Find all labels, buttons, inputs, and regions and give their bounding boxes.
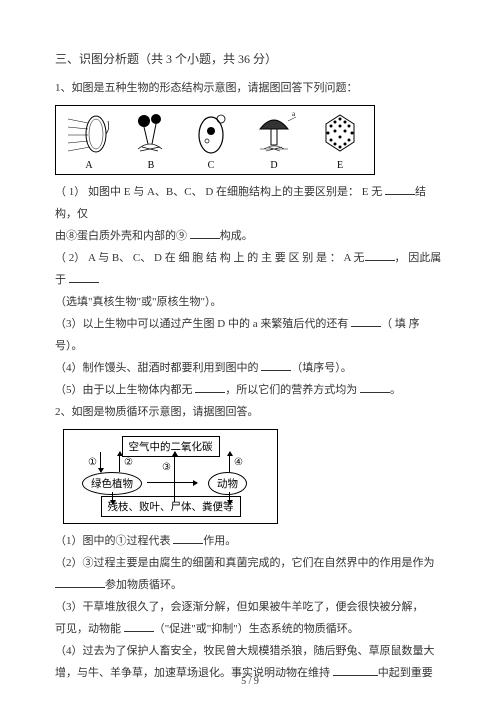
- blank: [195, 381, 225, 393]
- organism-e: E: [318, 109, 362, 171]
- q1-p2-cont: （选填"真核生物"或"原核生物"）。: [55, 291, 445, 313]
- text: （"促进"或"抑制"）生态系统的物质循环。: [154, 623, 359, 635]
- label-a: A: [85, 160, 92, 171]
- q2-p3-cont: 可见，动物能 （"促进"或"抑制"）生态系统的物质循环。: [55, 618, 445, 640]
- text: （ 2） A 与 B、 C、 D 在 细 胞 结 构 上 的 主 要 区 别 是…: [55, 252, 365, 264]
- blank: [261, 359, 291, 371]
- blank: [190, 227, 220, 239]
- q2-p4: （4）过去为了保护人畜安全，牧民曾大规模猎杀狼，随后野兔、草原鼠数量大: [55, 640, 445, 662]
- q2-p3: （3）干草堆放很久了，会逐渐分解，但如果被牛羊吃了，便会很快被分解，: [55, 596, 445, 618]
- text: ，所以它们的营养方式均为: [225, 384, 360, 396]
- bacteria-icon: [68, 109, 110, 159]
- num-1: ①: [88, 457, 97, 468]
- blank: [351, 315, 381, 327]
- yeast-icon: [192, 109, 230, 159]
- text: 构成。: [220, 230, 253, 242]
- arrow-icon: [229, 492, 230, 504]
- text: （填序号）。: [291, 362, 352, 374]
- num-3: ③: [162, 462, 171, 473]
- num-4: ④: [234, 457, 243, 468]
- section-title: 三、识图分析题（共 3 个小题，共 36 分）: [55, 50, 445, 67]
- blank: [173, 532, 203, 544]
- text: 可见，动物能: [55, 623, 124, 635]
- arrow-icon: [147, 482, 197, 483]
- q1-p1: （ 1） 如图中 E 与 A、B、C、 D 在细胞结构上的主要区别是： E 无 …: [55, 181, 445, 225]
- box-remains: 残枝、败叶、尸体、粪便等: [101, 496, 241, 517]
- q2-intro: 2、如图是物质循环示意图，请据图回答。: [55, 401, 445, 423]
- text: （ 1） 如图中 E 与 A、B、C、 D 在细胞结构上的主要区别是： E 无: [55, 186, 385, 198]
- text: （3）以上生物中可以通过产生图 D 中的 a 来繁殖后代的还有: [55, 318, 351, 330]
- num-2: ②: [124, 457, 133, 468]
- arrow-icon: [229, 452, 230, 472]
- blank: [55, 576, 105, 588]
- blank: [360, 381, 390, 393]
- blank: [333, 664, 378, 676]
- page-number: 5 / 9: [0, 676, 500, 687]
- arrow-icon: [112, 492, 113, 504]
- arrow-icon: [119, 452, 120, 472]
- virus-icon: [318, 109, 362, 159]
- label-e: E: [337, 160, 343, 171]
- q2-p2: （2）③过程主要是由腐生的细菌和真菌完成的，它们在自然界中的作用是作为: [55, 552, 445, 574]
- blank: [385, 183, 415, 195]
- box-co2: 空气中的二氧化碳: [122, 436, 220, 457]
- organism-d: a D: [250, 109, 298, 171]
- q2-p1: （1）图中的①过程代表 作用。: [55, 530, 445, 552]
- oval-animals: 动物: [208, 472, 247, 495]
- organism-b: B: [130, 109, 172, 171]
- text: （4）制作馒头、甜酒时都要利用到图中的: [55, 362, 261, 374]
- q2-p2-cont: 参加物质循环。: [55, 574, 445, 596]
- text: （ 填 序: [381, 318, 420, 330]
- organism-c: C: [192, 109, 230, 171]
- q1-p3: （3）以上生物中可以通过产生图 D 中的 a 来繁殖后代的还有 （ 填 序: [55, 313, 445, 335]
- cycle-diagram: 空气中的二氧化碳 绿色植物 动物 残枝、败叶、尸体、粪便等 ① ② ③ ④: [63, 429, 278, 524]
- q1-p4: （4）制作馒头、甜酒时都要利用到图中的 （填序号）。: [55, 357, 445, 379]
- blank: [69, 271, 99, 283]
- organism-a: A: [68, 109, 110, 171]
- blank: [365, 249, 395, 261]
- text: （5）由于以上生物体内都无: [55, 384, 195, 396]
- text: 参加物质循环。: [105, 579, 182, 591]
- text: 由⑧蛋白质外壳和内部的⑨: [55, 230, 190, 242]
- label-b: B: [148, 160, 155, 171]
- q1-intro: 1、如图是五种生物的形态结构示意图，请据图回答下列问题：: [55, 77, 445, 99]
- q1-p1-cont: 由⑧蛋白质外壳和内部的⑨ 构成。: [55, 225, 445, 247]
- blank: [124, 620, 154, 632]
- label-c: C: [208, 160, 215, 171]
- text: 作用。: [203, 535, 236, 547]
- mold-icon: [130, 109, 172, 159]
- q1-p2: （ 2） A 与 B、 C、 D 在 细 胞 结 构 上 的 主 要 区 别 是…: [55, 247, 445, 291]
- q1-p3-cont: 号）。: [55, 335, 445, 357]
- q1-p5: （5）由于以上生物体内都无 ，所以它们的营养方式均为 。: [55, 379, 445, 401]
- arrow-icon: [174, 452, 175, 502]
- arrow-icon: [100, 452, 101, 472]
- svg-text:a: a: [292, 110, 296, 118]
- organism-figure: A B C a D: [55, 105, 375, 175]
- text: （1）图中的①过程代表: [55, 535, 173, 547]
- text: 。: [390, 384, 401, 396]
- mushroom-icon: a: [250, 109, 298, 159]
- label-d: D: [270, 160, 277, 171]
